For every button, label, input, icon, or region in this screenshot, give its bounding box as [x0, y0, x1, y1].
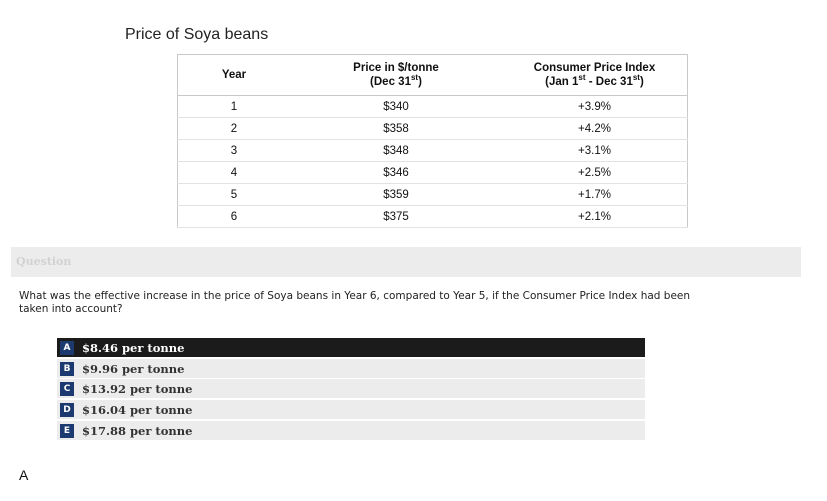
option-letter-badge: B: [60, 361, 74, 376]
cell-cpi: +4.2%: [578, 122, 611, 135]
header-cpi-line2: (Jan 1st - Dec 31st): [545, 73, 644, 89]
table-row: 1 $340 +3.9%: [177, 96, 688, 118]
question-header-bar: [11, 247, 801, 277]
cell-year: 5: [230, 188, 238, 201]
table-row: 4 $346 +2.5%: [177, 162, 688, 184]
option-e[interactable]: E $17.88 per tonne: [57, 421, 645, 440]
cell-year: 3: [230, 144, 238, 157]
cell-price: $340: [383, 100, 409, 113]
table-row: 6 $375 +2.1%: [177, 206, 688, 228]
question-text: What was the effective increase in the p…: [19, 290, 809, 316]
option-c[interactable]: C $13.92 per tonne: [57, 379, 645, 398]
question-heading: Question: [16, 255, 72, 268]
cell-cpi: +2.5%: [578, 166, 611, 179]
cell-price: $346: [383, 166, 409, 179]
header-year: Year: [221, 69, 247, 81]
header-cpi: Consumer Price Index (Jan 1st - Dec 31st…: [502, 55, 688, 96]
option-d[interactable]: D $16.04 per tonne: [57, 400, 645, 419]
price-table: Year Price in $/tonne (Dec 31st) Consume…: [177, 54, 688, 228]
option-label: $9.96 per tonne: [82, 361, 185, 376]
option-label: $13.92 per tonne: [82, 381, 193, 396]
option-letter-badge: C: [60, 381, 74, 396]
cell-year: 4: [230, 166, 238, 179]
cell-year: 2: [230, 122, 238, 135]
header-price-line2: (Dec 31st): [370, 73, 422, 89]
cell-price: $358: [383, 122, 409, 135]
page-title: Price of Soya beans: [125, 26, 269, 43]
header-price: Price in $/tonne (Dec 31st): [290, 55, 502, 96]
option-letter-badge: A: [60, 340, 74, 355]
header-price-line1: Price in $/tonne: [353, 62, 439, 74]
cell-cpi: +1.7%: [578, 188, 611, 201]
cell-cpi: +3.9%: [578, 100, 611, 113]
cell-year: 6: [230, 210, 238, 223]
option-label: $16.04 per tonne: [82, 402, 193, 417]
answer-text: A: [19, 467, 29, 483]
cell-price: $359: [383, 188, 409, 201]
option-b[interactable]: B $9.96 per tonne: [57, 359, 645, 378]
cell-price: $375: [383, 210, 409, 223]
cell-cpi: +2.1%: [578, 210, 611, 223]
option-label: $8.46 per tonne: [82, 340, 185, 355]
header-cpi-line1: Consumer Price Index: [533, 62, 656, 74]
option-a[interactable]: A $8.46 per tonne: [57, 338, 645, 357]
option-letter-badge: E: [60, 423, 74, 438]
table-row: 5 $359 +1.7%: [177, 184, 688, 206]
table-row: 2 $358 +4.2%: [177, 118, 688, 140]
question-text-line1: What was the effective increase in the p…: [19, 290, 691, 302]
option-letter-badge: D: [60, 402, 74, 417]
table-header-row: Year Price in $/tonne (Dec 31st) Consume…: [177, 55, 688, 96]
table-row: 3 $348 +3.1%: [177, 140, 688, 162]
cell-year: 1: [230, 100, 238, 113]
cell-cpi: +3.1%: [578, 144, 611, 157]
cell-price: $348: [383, 144, 409, 157]
question-text-line2: taken into account?: [19, 303, 123, 315]
option-label: $17.88 per tonne: [82, 423, 193, 438]
